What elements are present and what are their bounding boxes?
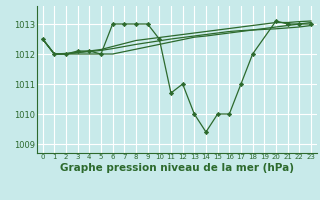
X-axis label: Graphe pression niveau de la mer (hPa): Graphe pression niveau de la mer (hPa) [60, 163, 294, 173]
